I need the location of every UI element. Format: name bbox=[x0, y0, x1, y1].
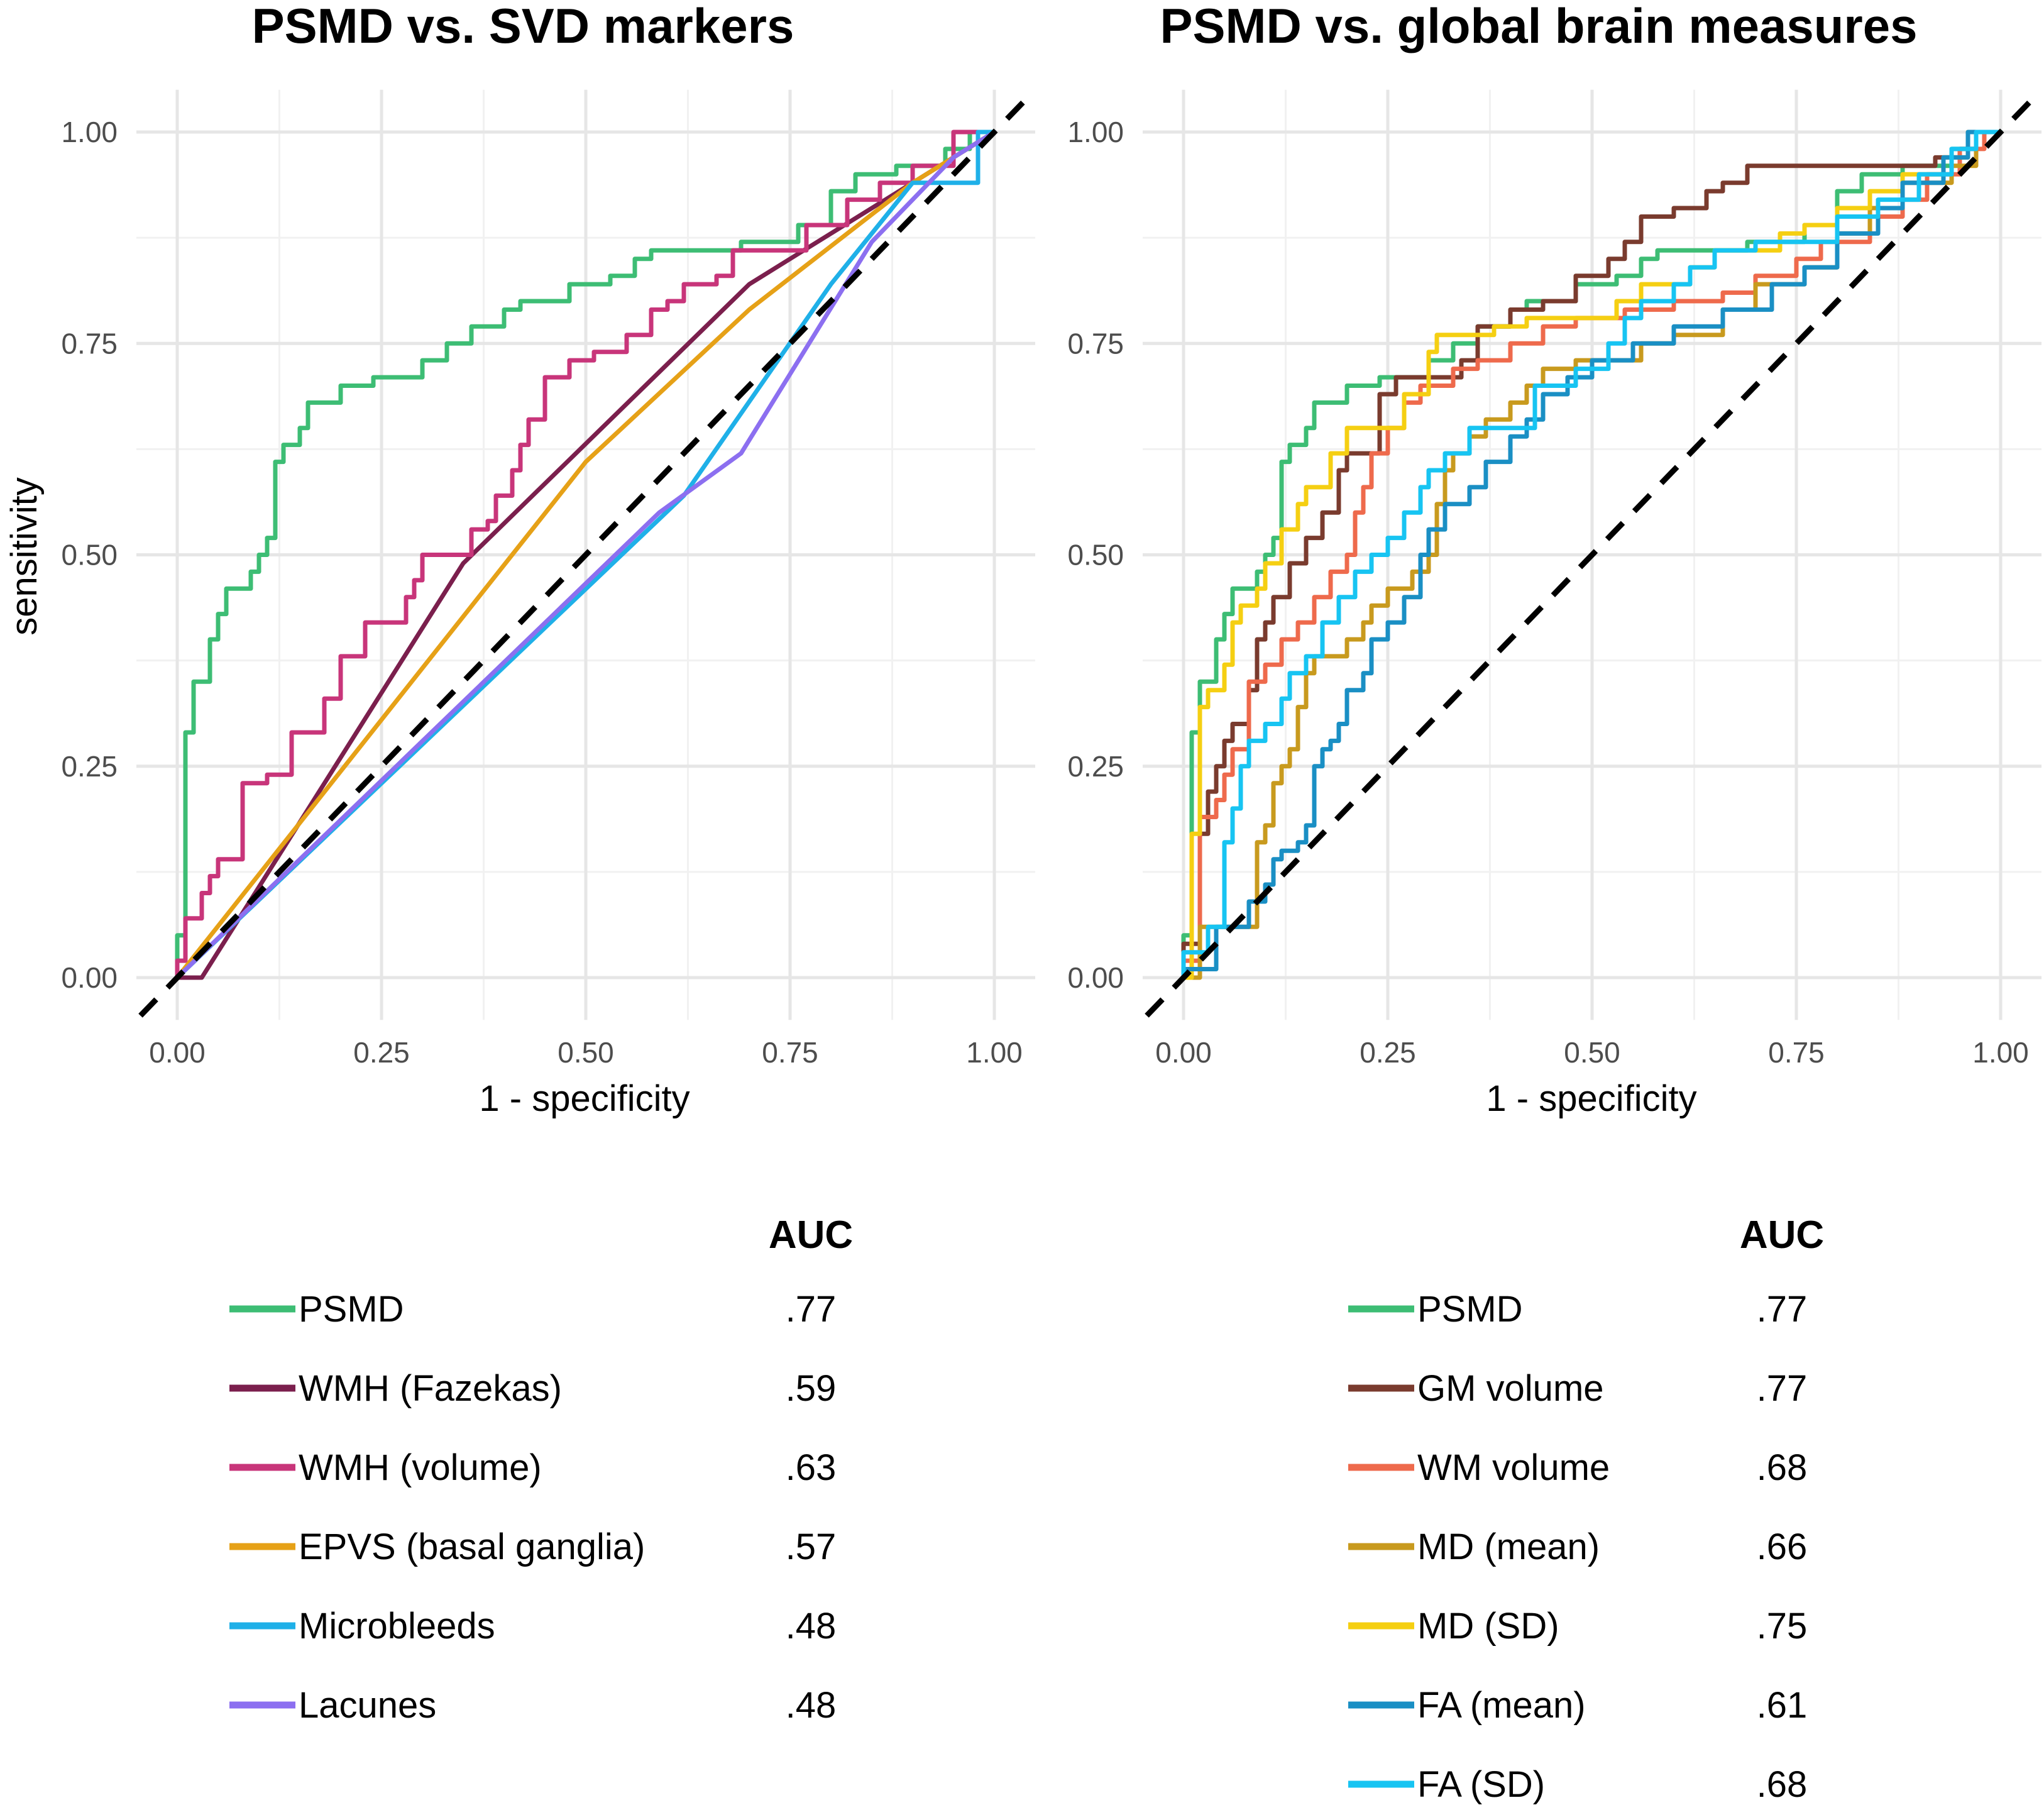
x-tick-label: 0.75 bbox=[762, 1036, 818, 1069]
legend-auc-value: .77 bbox=[1757, 1368, 1808, 1409]
legend-label: PSMD bbox=[1417, 1289, 1523, 1330]
legend-auc-value: .61 bbox=[1757, 1685, 1808, 1726]
y-tick-labels: 0.00 0.25 0.50 0.75 1.00 bbox=[1067, 116, 1124, 994]
legend-auc-value: .63 bbox=[786, 1447, 837, 1488]
y-axis-title: sensitivity bbox=[4, 477, 45, 635]
roc-curves bbox=[1181, 130, 2003, 980]
legend-label: GM volume bbox=[1417, 1368, 1604, 1409]
x-tick-label: 0.00 bbox=[1155, 1036, 1212, 1069]
legend-label: Microbleeds bbox=[299, 1606, 495, 1647]
legend-auc-value: .59 bbox=[786, 1368, 837, 1409]
legend-label: Lacunes bbox=[299, 1685, 436, 1726]
legend-entries: PSMD .77 GM volume .77 WM volume .68 MD (mean)… bbox=[1348, 1289, 1807, 1805]
x-tick-label: 0.50 bbox=[558, 1036, 614, 1069]
y-tick-label: 0.25 bbox=[1067, 750, 1124, 783]
legend-label: MD (SD) bbox=[1417, 1606, 1559, 1647]
x-tick-label: 0.75 bbox=[1768, 1036, 1825, 1069]
legend-auc-value: .48 bbox=[786, 1606, 837, 1647]
y-tick-label: 0.75 bbox=[1067, 327, 1124, 360]
x-tick-label: 0.50 bbox=[1564, 1036, 1620, 1069]
legend-svd-markers: AUC PSMD .77 WMH (Fazekas) .59 WMH (volume).… bbox=[229, 1213, 853, 1726]
legend-auc-value: .48 bbox=[786, 1685, 837, 1726]
legend-label: PSMD bbox=[299, 1289, 404, 1330]
roc-curve-lacunes bbox=[175, 130, 997, 980]
panel-title-svd: PSMD vs. SVD markers bbox=[252, 0, 794, 53]
roc-curve-wmh-fazekas bbox=[175, 130, 997, 980]
legend-auc-value: .66 bbox=[1757, 1526, 1808, 1567]
y-tick-label: 1.00 bbox=[61, 116, 118, 148]
legend-label: WMH (Fazekas) bbox=[299, 1368, 562, 1409]
x-tick-label: 0.25 bbox=[1360, 1036, 1416, 1069]
panel-svd-markers: PSMD vs. SVD markers 0.00 0.25 0.50 0.75 1.0… bbox=[4, 0, 1035, 1119]
legend-auc-value: .77 bbox=[786, 1289, 837, 1330]
x-tick-labels: 0.00 0.25 0.50 0.75 1.00 bbox=[1155, 1036, 2029, 1069]
legend-entries: PSMD .77 WMH (Fazekas) .59 WMH (volume) .63 EP… bbox=[229, 1289, 836, 1726]
roc-curve-gm-volume bbox=[1181, 130, 2003, 980]
legend-auc-value: .68 bbox=[1757, 1447, 1808, 1488]
y-tick-label: 0.25 bbox=[61, 750, 118, 783]
x-tick-label: 1.00 bbox=[1972, 1036, 2029, 1069]
x-tick-label: 1.00 bbox=[966, 1036, 1023, 1069]
legend-global-brain: AUC PSMD .77 GM volume .77 WM volume .68 MD (m… bbox=[1348, 1213, 1824, 1805]
reference-diagonal bbox=[138, 92, 1033, 1018]
roc-curve-fa-mean bbox=[1181, 130, 2003, 980]
roc-curve-fa-sd bbox=[1181, 130, 2003, 980]
y-tick-label: 1.00 bbox=[1067, 116, 1124, 148]
roc-curve-wm-volume bbox=[1181, 130, 2003, 980]
roc-curves bbox=[175, 130, 997, 980]
legend-label: FA (SD) bbox=[1417, 1764, 1545, 1805]
y-tick-label: 0.00 bbox=[61, 961, 118, 994]
reference-diagonal bbox=[1145, 92, 2040, 1018]
legend-auc-value: .68 bbox=[1757, 1764, 1808, 1805]
y-tick-label: 0.00 bbox=[1067, 961, 1124, 994]
x-axis-title: 1 - specificity bbox=[479, 1078, 690, 1119]
x-tick-label: 0.00 bbox=[149, 1036, 206, 1069]
panel-title-global: PSMD vs. global brain measures bbox=[1160, 0, 1917, 53]
y-tick-labels: 0.00 0.25 0.50 0.75 1.00 bbox=[61, 116, 118, 994]
legend-label: EPVS (basal ganglia) bbox=[299, 1526, 645, 1567]
legend-label: WM volume bbox=[1417, 1447, 1610, 1488]
y-tick-label: 0.50 bbox=[61, 539, 118, 571]
y-tick-label: 0.50 bbox=[1067, 539, 1124, 571]
legend-label: WMH (volume) bbox=[299, 1447, 542, 1488]
roc-curve-wmh-volume bbox=[175, 130, 997, 980]
x-axis-title: 1 - specificity bbox=[1486, 1078, 1696, 1119]
panel-global-brain: PSMD vs. global brain measures 0.000.250… bbox=[1067, 0, 2041, 1119]
legend-auc-value: .75 bbox=[1757, 1606, 1808, 1647]
legend-auc-header: AUC bbox=[1740, 1213, 1824, 1257]
y-tick-label: 0.75 bbox=[61, 327, 118, 360]
roc-curve-epvs-basal-ganglia bbox=[175, 130, 997, 980]
x-tick-labels: 0.00 0.25 0.50 0.75 1.00 bbox=[149, 1036, 1023, 1069]
legend-auc-value: .57 bbox=[786, 1526, 837, 1567]
legend-auc-value: .77 bbox=[1757, 1289, 1808, 1330]
legend-auc-header: AUC bbox=[769, 1213, 853, 1257]
legend-label: FA (mean) bbox=[1417, 1685, 1586, 1726]
grid bbox=[1143, 89, 2041, 1020]
x-tick-label: 0.25 bbox=[353, 1036, 410, 1069]
legend-label: MD (mean) bbox=[1417, 1526, 1600, 1567]
